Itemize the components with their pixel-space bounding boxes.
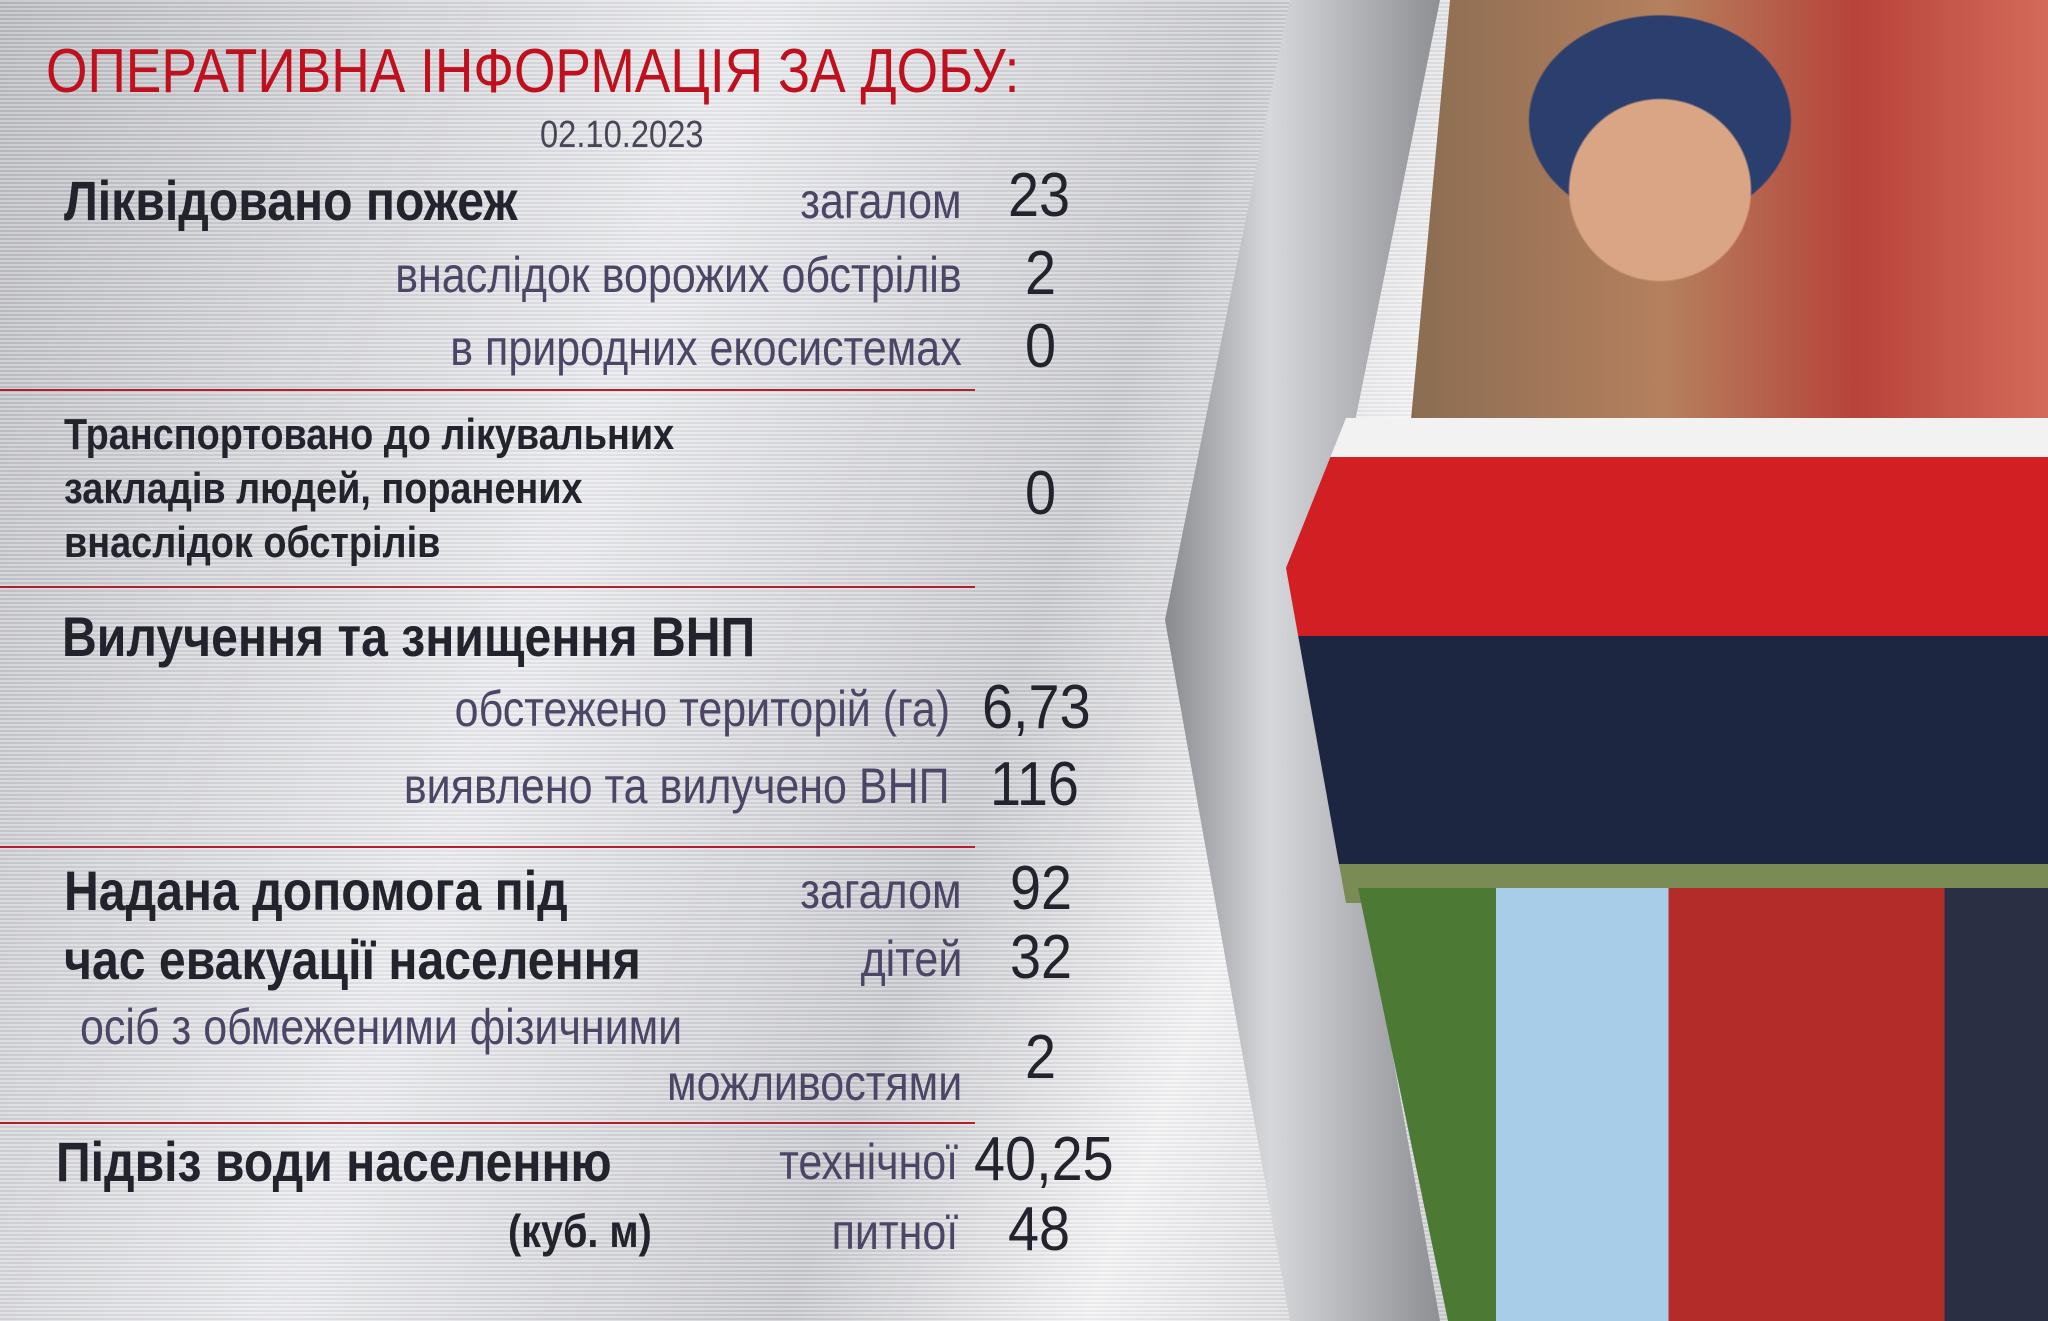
transported-line-2: закладів людей, поранених — [64, 464, 583, 513]
divider — [0, 846, 975, 848]
fires-eco-value: 0 — [1025, 312, 1057, 381]
page-title: ОПЕРАТИВНА ІНФОРМАЦІЯ ЗА ДОБУ: — [46, 37, 1020, 106]
water-technical-label: технічної — [778, 1134, 958, 1190]
demining-found-value: 116 — [990, 750, 1079, 819]
demining-heading: Вилучення та знищення ВНП — [62, 605, 756, 668]
photo-demining-team — [1286, 418, 2048, 903]
divider — [0, 586, 975, 588]
demining-area-value: 6,73 — [982, 673, 1091, 742]
water-drinking-value: 48 — [1008, 1195, 1071, 1264]
fires-shelling-value: 2 — [1025, 239, 1057, 308]
transported-line-1: Транспортовано до лікувальних — [64, 410, 675, 459]
evacuation-heading-2: час евакуації населення — [64, 928, 641, 991]
water-technical-value: 40,25 — [974, 1125, 1114, 1194]
water-heading: Підвіз води населенню — [56, 1130, 612, 1193]
divider — [0, 1122, 975, 1124]
evacuation-children-value: 32 — [1010, 923, 1073, 992]
water-drinking-label: питної — [831, 1204, 958, 1260]
evacuation-disabled-value: 2 — [1025, 1023, 1057, 1092]
evacuation-disabled-label-2: можливостями — [666, 1055, 962, 1111]
photo-water-delivery — [1358, 888, 2048, 1321]
water-unit: (куб. м) — [508, 1205, 652, 1257]
demining-found-label: виявлено та вилучено ВНП — [404, 758, 950, 814]
fires-eco-label: в природних екосистемах — [450, 320, 962, 376]
evacuation-children-label: дітей — [860, 931, 962, 987]
evacuation-total-value: 92 — [1010, 854, 1073, 923]
demining-area-label: обстежено територій (га) — [454, 681, 950, 737]
evacuation-total-label: загалом — [800, 863, 962, 919]
evacuation-disabled-label-1: осіб з обмеженими фізичними — [80, 999, 683, 1055]
evacuation-heading-1: Надана допомога під — [64, 859, 568, 922]
divider — [0, 389, 975, 391]
fires-heading: Ліквідовано пожеж — [64, 169, 518, 232]
fires-total-value: 23 — [1008, 161, 1071, 230]
fires-total-label: загалом — [800, 173, 962, 229]
photo-rescuer-helmet — [1410, 0, 2048, 430]
fires-shelling-label: внаслідок ворожих обстрілів — [395, 247, 962, 303]
transported-line-3: внаслідок обстрілів — [64, 518, 441, 567]
transported-value: 0 — [1025, 459, 1057, 528]
report-date: 02.10.2023 — [540, 114, 704, 156]
